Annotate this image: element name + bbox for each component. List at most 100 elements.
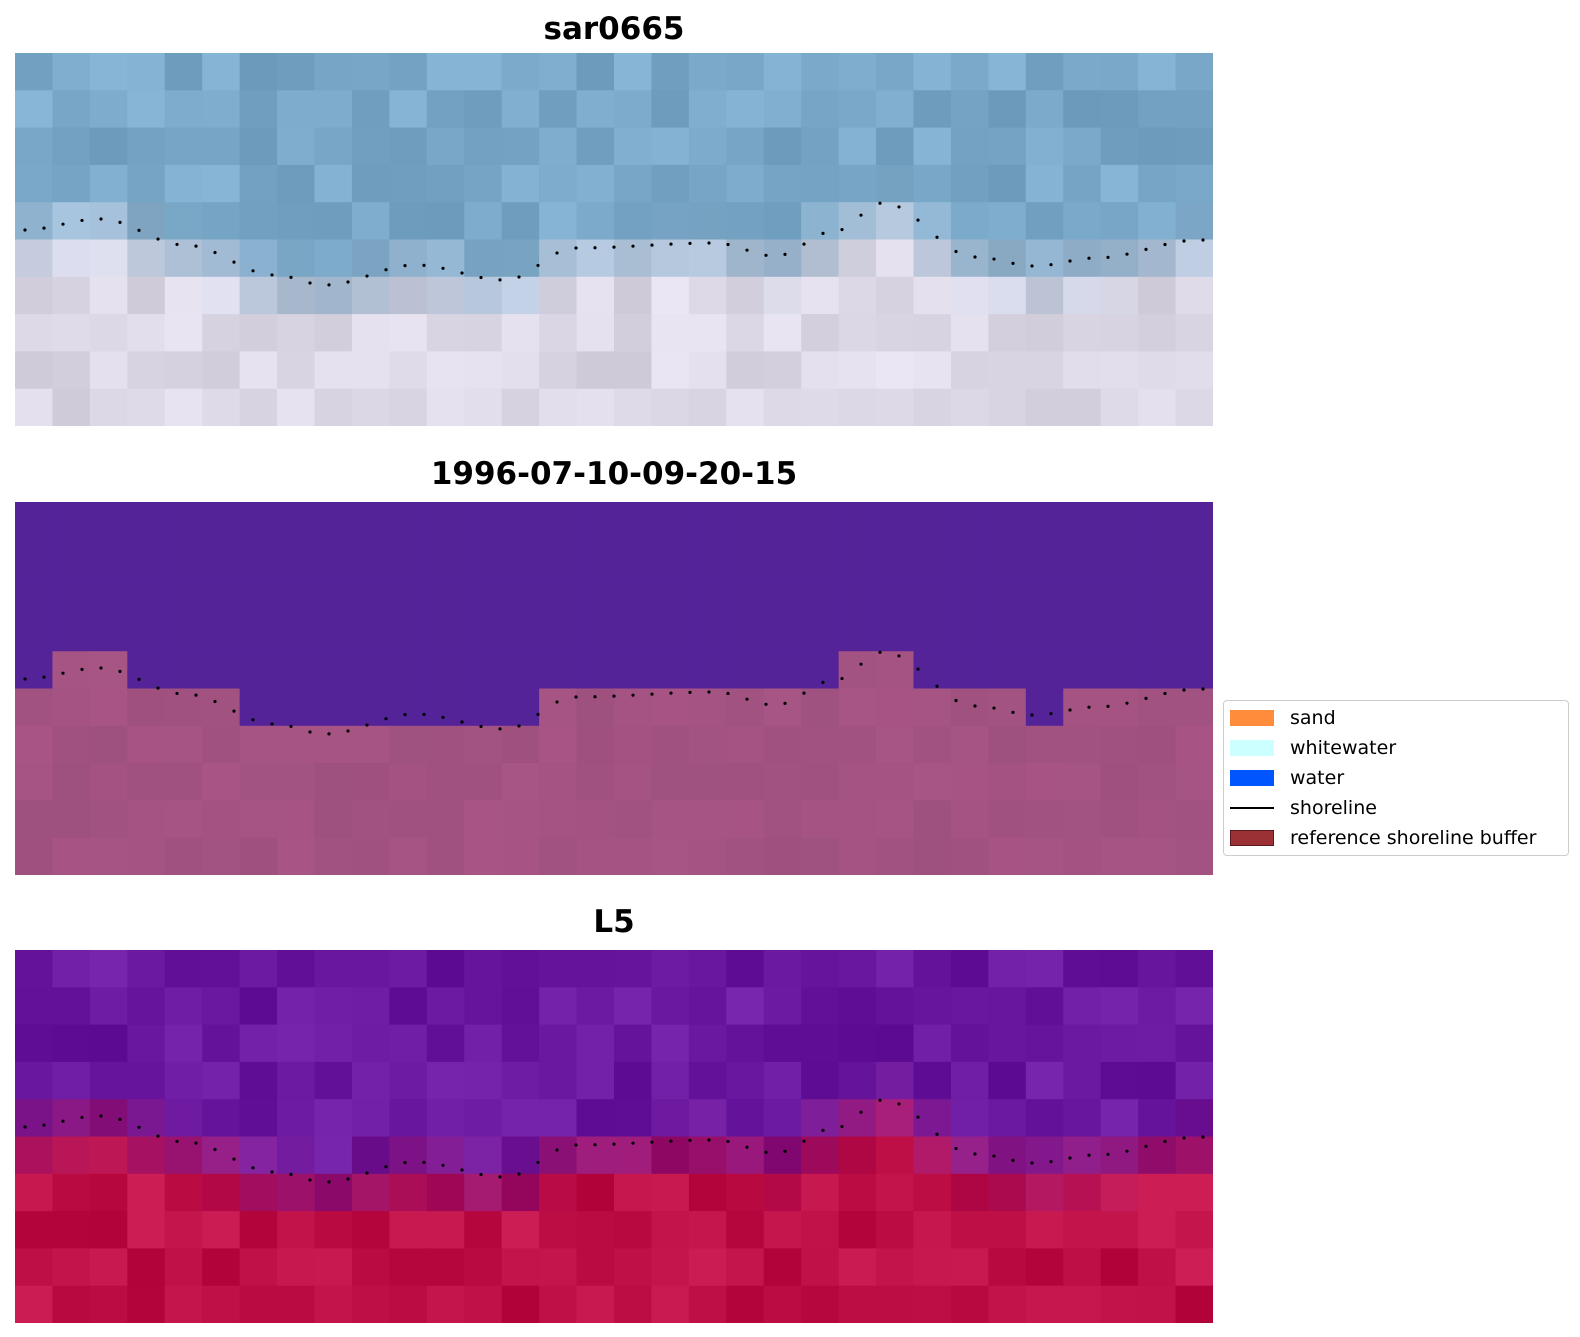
pixel-cell xyxy=(1025,1061,1064,1100)
legend-item-shoreline: shoreline xyxy=(1230,796,1560,820)
shoreline-point xyxy=(327,732,331,736)
pixel-cell xyxy=(89,1211,128,1249)
pixel-cell xyxy=(576,502,615,540)
pixel-cell xyxy=(239,837,278,875)
pixel-cell xyxy=(1100,239,1139,278)
pixel-cell xyxy=(801,1211,840,1249)
pixel-cell xyxy=(239,1211,278,1249)
shoreline-point xyxy=(270,1170,274,1174)
pixel-cell xyxy=(1063,239,1102,278)
shoreline-dots xyxy=(23,1098,1205,1184)
pixel-cell xyxy=(1063,127,1102,166)
pixel-cell xyxy=(1138,837,1177,875)
pixel-cell xyxy=(239,1136,278,1175)
pixel-cell xyxy=(1100,725,1139,764)
pixel-cell xyxy=(838,90,877,129)
pixel-cell xyxy=(1063,502,1102,540)
pixel-cell xyxy=(614,314,653,352)
pixel-cell xyxy=(651,1024,690,1063)
pixel-cell xyxy=(464,202,503,241)
pixel-cell xyxy=(1138,53,1177,91)
pixel-cell xyxy=(15,688,54,727)
pixel-cell xyxy=(389,164,428,203)
pixel-cell xyxy=(763,388,802,426)
pixel-cell xyxy=(464,1136,503,1175)
pixel-cell xyxy=(501,688,540,727)
shoreline-point xyxy=(118,1117,122,1121)
pixel-cell xyxy=(314,1285,353,1323)
pixel-cell xyxy=(763,1061,802,1100)
shoreline-point xyxy=(612,1142,616,1146)
pixel-cell xyxy=(763,987,802,1026)
shoreline-point xyxy=(1125,701,1129,705)
pixel-cell xyxy=(15,613,54,652)
pixel-cell xyxy=(988,576,1027,615)
pixel-cell xyxy=(988,1248,1027,1287)
pixel-cell xyxy=(464,688,503,727)
shoreline-point xyxy=(631,693,635,697)
pixel-cell xyxy=(539,164,578,203)
pixel-cell xyxy=(838,1173,877,1212)
pixel-cell xyxy=(127,1061,166,1100)
pixel-cell xyxy=(1025,202,1064,241)
pixel-cell xyxy=(89,800,128,839)
pixel-cell xyxy=(277,351,316,390)
shoreline-point xyxy=(251,269,255,273)
shoreline-point xyxy=(23,228,27,232)
pixel-cell xyxy=(239,1061,278,1100)
pixel-cell xyxy=(389,127,428,166)
pixel-cell xyxy=(164,987,203,1026)
pixel-cell xyxy=(1100,763,1139,801)
pixel-cell xyxy=(89,763,128,801)
pixel-cell xyxy=(202,351,241,390)
pixel-cell xyxy=(351,1285,390,1323)
pixel-cell xyxy=(164,651,203,690)
pixel-cell xyxy=(1175,239,1213,278)
pixel-cell xyxy=(576,725,615,764)
pixel-cell xyxy=(89,90,128,129)
pixel-cell xyxy=(15,1099,54,1138)
panel-title-index: L5 xyxy=(593,904,635,940)
pixel-cell xyxy=(52,763,91,801)
shoreline-point xyxy=(555,251,559,255)
pixel-cell xyxy=(277,202,316,241)
pixel-cell xyxy=(913,388,952,426)
shoreline-point xyxy=(745,1145,749,1149)
pixel-cell xyxy=(501,1061,540,1100)
pixel-cell xyxy=(277,651,316,690)
pixel-cell xyxy=(202,239,241,278)
pixel-cell xyxy=(1063,688,1102,727)
pixel-cell xyxy=(164,53,203,91)
pixel-cell xyxy=(164,276,203,315)
pixel-cell xyxy=(876,576,915,615)
pixel-cell xyxy=(1063,202,1102,241)
pixel-cell xyxy=(389,576,428,615)
pixel-cell xyxy=(15,539,54,578)
pixel-cell xyxy=(801,688,840,727)
pixel-cell xyxy=(950,950,989,988)
pixel-cell xyxy=(239,1285,278,1323)
pixel-cell xyxy=(539,1136,578,1175)
shoreline-point xyxy=(42,1123,46,1127)
shoreline-point xyxy=(555,700,559,704)
shoreline-point xyxy=(612,694,616,698)
pixel-cell xyxy=(726,90,765,129)
pixel-cell xyxy=(950,202,989,241)
pixel-cell xyxy=(1138,388,1177,426)
shoreline-point xyxy=(80,667,84,672)
pixel-cell xyxy=(913,688,952,727)
pixel-cell xyxy=(15,276,54,315)
pixel-cell xyxy=(539,688,578,727)
pixel-cell xyxy=(501,276,540,315)
pixel-cell xyxy=(651,53,690,91)
pixel-cell xyxy=(576,1211,615,1249)
pixel-cell xyxy=(426,1211,465,1249)
pixel-cell xyxy=(651,164,690,203)
pixel-cell xyxy=(15,502,54,540)
pixel-cell xyxy=(277,613,316,652)
pixel-cell xyxy=(1100,651,1139,690)
pixel-cell xyxy=(1063,1024,1102,1063)
pixel-cell xyxy=(1100,688,1139,727)
pixel-cell xyxy=(876,53,915,91)
pixel-cell xyxy=(15,1024,54,1063)
